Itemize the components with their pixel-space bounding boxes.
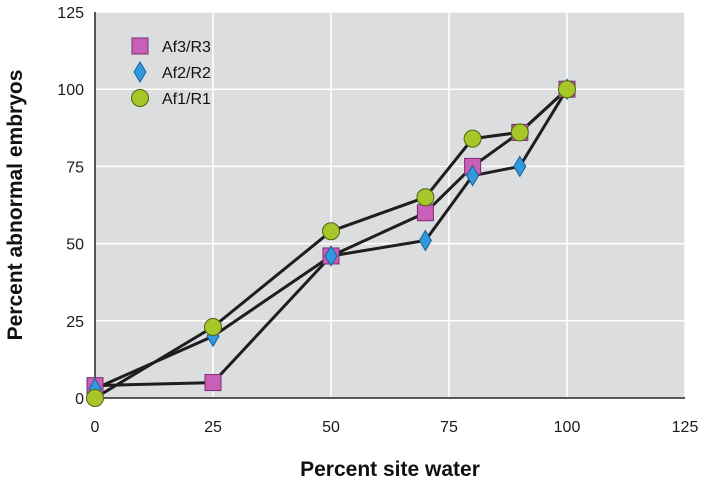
- marker-af1-r1: [463, 129, 482, 148]
- y-tick-labels: 0 25 50 75 100 125: [57, 5, 84, 408]
- legend-marker-af3-r3: [131, 37, 149, 55]
- y-tick-label: 0: [75, 391, 84, 408]
- x-tick-labels: 0 25 50 75 100 125: [91, 419, 699, 436]
- gridlines: [94, 11, 686, 399]
- x-tick-label: 100: [554, 419, 581, 436]
- x-tick-label: 25: [204, 419, 222, 436]
- marker-af2-r2: [513, 155, 527, 178]
- marker-af2-r2: [418, 229, 432, 252]
- legend-marker-af1-r1: [131, 89, 149, 107]
- y-tick-label: 25: [66, 314, 84, 331]
- marker-af1-r1: [86, 389, 104, 407]
- y-tick-label: 50: [66, 237, 84, 254]
- marker-af1-r1: [322, 222, 340, 241]
- y-tick-label: 100: [57, 82, 84, 99]
- x-tick-label: 75: [440, 419, 458, 436]
- y-tick-label: 75: [66, 159, 84, 176]
- x-tick-label: 50: [322, 419, 340, 436]
- marker-af1-r1: [558, 80, 576, 99]
- legend-label: Af2/R2: [162, 65, 211, 82]
- x-tick-label: 0: [91, 419, 100, 436]
- marker-af3-r3: [416, 204, 434, 222]
- y-axis-title: Percent abnormal embryos: [4, 70, 27, 341]
- marker-af2-r2: [466, 164, 480, 187]
- legend: Af3/R3 Af2/R2 Af1/R1: [131, 37, 211, 108]
- y-tick-label: 125: [57, 5, 84, 22]
- legend-label: Af1/R1: [162, 91, 211, 108]
- series-markers: [86, 78, 576, 407]
- legend-marker-af2-r2: [133, 61, 147, 83]
- plot-area: [95, 12, 685, 398]
- marker-af3-r3: [204, 374, 222, 392]
- axes: [94, 12, 685, 399]
- x-tick-label: 125: [672, 419, 699, 436]
- marker-af2-r2: [324, 244, 338, 267]
- legend-label: Af3/R3: [162, 39, 211, 56]
- marker-af1-r1: [204, 317, 222, 336]
- x-axis-title: Percent site water: [300, 458, 480, 481]
- marker-af1-r1: [510, 123, 529, 142]
- marker-af1-r1: [416, 188, 435, 207]
